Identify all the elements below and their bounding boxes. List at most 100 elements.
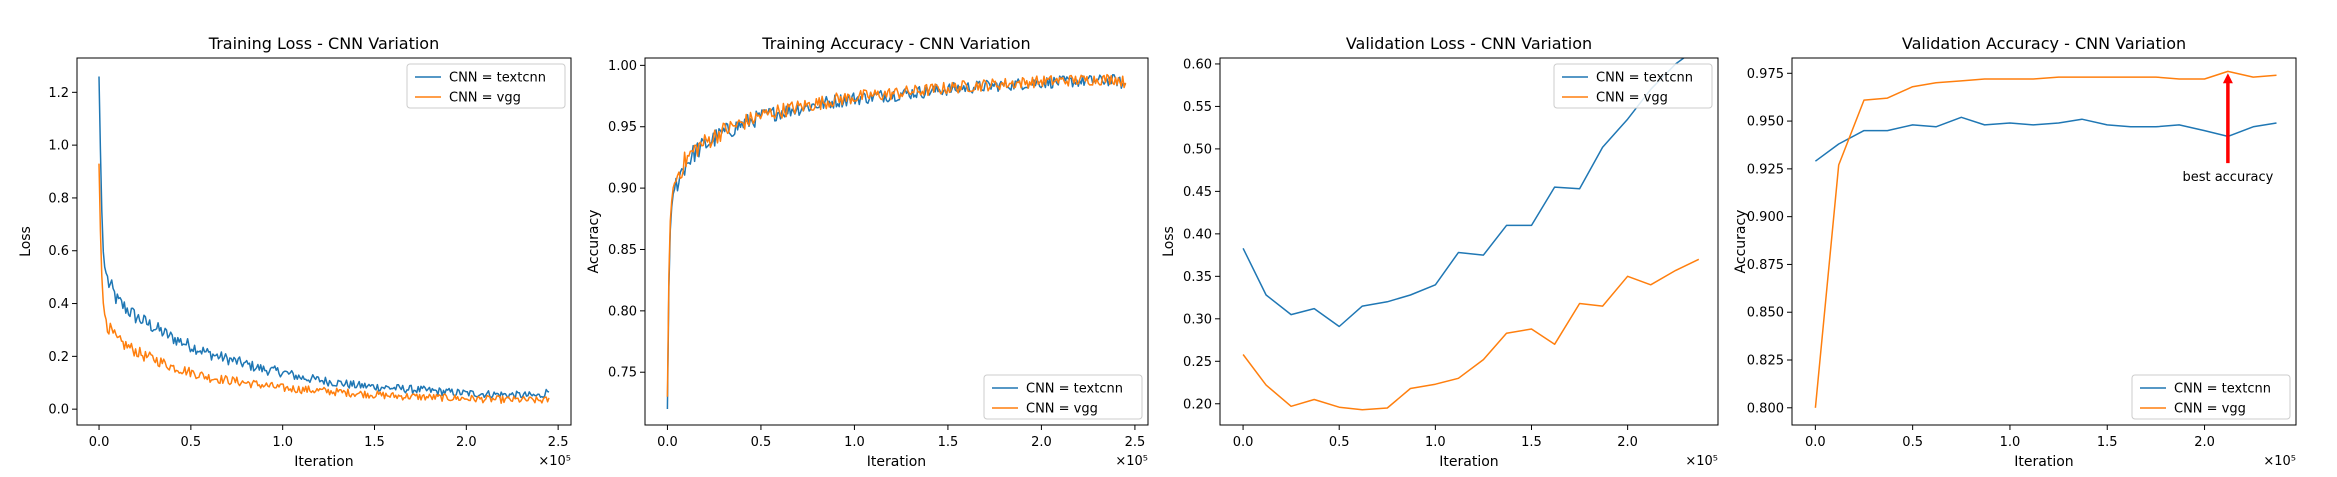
y-axis-label: Accuracy (586, 210, 602, 274)
x-tick-label: 2.0 (2194, 435, 2215, 450)
x-multiplier-label: ×10⁵ (2263, 454, 2296, 469)
x-tick-label: 1.0 (1425, 435, 1446, 450)
x-tick-label: 2.5 (1125, 435, 1146, 450)
y-tick-label: 0.800 (1747, 401, 1784, 416)
legend-entry-vgg: CNN = vgg (449, 91, 521, 106)
legend: CNN = textcnn CNN = vgg (983, 374, 1143, 420)
y-tick-label: 0.90 (608, 182, 637, 197)
chart-title: Training Loss - CNN Variation (208, 34, 439, 53)
x-tick-label: 2.0 (1617, 435, 1638, 450)
x-axis-label: Iteration (867, 454, 926, 470)
x-tick-label: 0.0 (89, 435, 110, 450)
x-tick-label: 1.5 (364, 435, 385, 450)
y-tick-label: 0.20 (1183, 397, 1212, 412)
annotation-arrow-head (2222, 73, 2233, 84)
x-tick-label: 2.5 (548, 435, 569, 450)
y-tick-label: 0.825 (1747, 354, 1784, 369)
x-tick-label: 0.5 (751, 435, 772, 450)
y-tick-label: 0.25 (1183, 355, 1212, 370)
y-tick-label: 0.2 (48, 350, 69, 365)
y-tick-label: 0.925 (1747, 162, 1784, 177)
y-tick-label: 0.75 (608, 366, 637, 381)
legend-entry-vgg: CNN = vgg (1596, 91, 1668, 106)
x-multiplier-label: ×10⁵ (538, 454, 571, 469)
x-tick-label: 1.0 (844, 435, 865, 450)
series-lines (1242, 58, 1700, 411)
series-line-textcnn (1814, 116, 2277, 162)
y-tick-label: 0.60 (1183, 57, 1212, 72)
y-tick-label: 0.8 (48, 191, 69, 206)
x-tick-label: 0.0 (657, 435, 678, 450)
y-tick-label: 0.4 (48, 297, 69, 312)
x-multiplier-label: ×10⁵ (1115, 454, 1148, 469)
series-line-vgg (1242, 258, 1700, 411)
chart-panel-3: 0.0 0.5 1.0 1.5 2.0 0.20 0.25 0.30 0.35 0.40 0.45 0… (1161, 34, 1719, 470)
x-tick-label: 0.0 (1805, 435, 1826, 450)
chart-panel-2: 0.0 0.5 1.0 1.5 2.0 2.5 0.75 0.80 0.85 0.90 0.95 1.… (586, 34, 1149, 470)
y-tick-label: 0.50 (1183, 142, 1212, 157)
x-axis-label: Iteration (1439, 454, 1498, 470)
series-line-textcnn (98, 76, 550, 400)
series-lines (98, 76, 550, 404)
x-tick-label: 2.0 (1031, 435, 1052, 450)
y-tick-label: 0.45 (1183, 185, 1212, 200)
y-tick-label: 0.850 (1747, 306, 1784, 321)
x-tick-label: 0.5 (1902, 435, 1923, 450)
y-tick-label: 0.85 (608, 243, 637, 258)
legend-box (1553, 63, 1713, 109)
legend-entry-textcnn: CNN = textcnn (449, 71, 546, 86)
axes-frame (76, 57, 572, 426)
legend-entry-vgg: CNN = vgg (2174, 402, 2246, 417)
x-tick-label: 2.0 (456, 435, 477, 450)
y-tick-label: 0.95 (608, 120, 637, 135)
x-tick-label: 1.5 (938, 435, 959, 450)
y-tick-label: 0.80 (608, 304, 637, 319)
y-tick-label: 1.0 (48, 139, 69, 154)
legend-box (406, 63, 566, 109)
series-lines (1814, 70, 2277, 408)
series-line-vgg (98, 163, 550, 404)
y-tick-label: 0.950 (1747, 115, 1784, 130)
legend-entry-textcnn: CNN = textcnn (2174, 382, 2271, 397)
axes-frame (1791, 57, 2297, 426)
y-tick-label: 0.0 (48, 403, 69, 418)
y-tick-label: 0.40 (1183, 227, 1212, 242)
legend: CNN = textcnn CNN = vgg (1553, 63, 1713, 109)
legend: CNN = textcnn CNN = vgg (406, 63, 566, 109)
x-tick-label: 1.5 (2097, 435, 2118, 450)
y-tick-label: 0.6 (48, 244, 69, 259)
legend-entry-textcnn: CNN = textcnn (1596, 71, 1693, 86)
y-axis-label: Accuracy (1733, 210, 1749, 274)
y-tick-label: 0.900 (1747, 210, 1784, 225)
annotation-label: best accuracy (2182, 170, 2273, 185)
series-lines (666, 73, 1127, 410)
series-line-textcnn (1242, 58, 1686, 328)
x-axis-label: Iteration (2014, 454, 2073, 470)
x-tick-label: 0.5 (1329, 435, 1350, 450)
legend-box (983, 374, 1143, 420)
chart-title: Training Accuracy - CNN Variation (761, 34, 1030, 53)
legend-entry-vgg: CNN = vgg (1026, 402, 1098, 417)
y-tick-label: 0.35 (1183, 270, 1212, 285)
legend-entry-textcnn: CNN = textcnn (1026, 382, 1123, 397)
y-tick-label: 0.875 (1747, 258, 1784, 273)
x-multiplier-label: ×10⁵ (1685, 454, 1718, 469)
x-tick-label: 1.5 (1521, 435, 1542, 450)
chart-title: Validation Loss - CNN Variation (1346, 34, 1592, 53)
y-axis-label: Loss (1161, 226, 1177, 257)
axes-frame (1219, 57, 1719, 426)
chart-title: Validation Accuracy - CNN Variation (1902, 34, 2186, 53)
x-tick-label: 0.5 (181, 435, 202, 450)
y-tick-label: 1.2 (48, 86, 69, 101)
y-tick-label: 0.30 (1183, 312, 1212, 327)
x-tick-label: 1.0 (2000, 435, 2021, 450)
chart-panel-4: 0.0 0.5 1.0 1.5 2.0 0.800 0.825 0.850 0.875 0.900… (1733, 34, 2297, 470)
x-axis-label: Iteration (294, 454, 353, 470)
series-line-vgg (1814, 70, 2277, 408)
series-line-vgg (666, 73, 1127, 397)
chart-panel-1: 0.0 0.5 1.0 1.5 2.0 2.5 0.0 0.2 0.4 0.6 0.8 1.0 1.2 T… (18, 34, 572, 470)
y-tick-label: 0.55 (1183, 100, 1212, 115)
legend: CNN = textcnn CNN = vgg (2131, 374, 2291, 420)
y-tick-label: 1.00 (608, 59, 637, 74)
